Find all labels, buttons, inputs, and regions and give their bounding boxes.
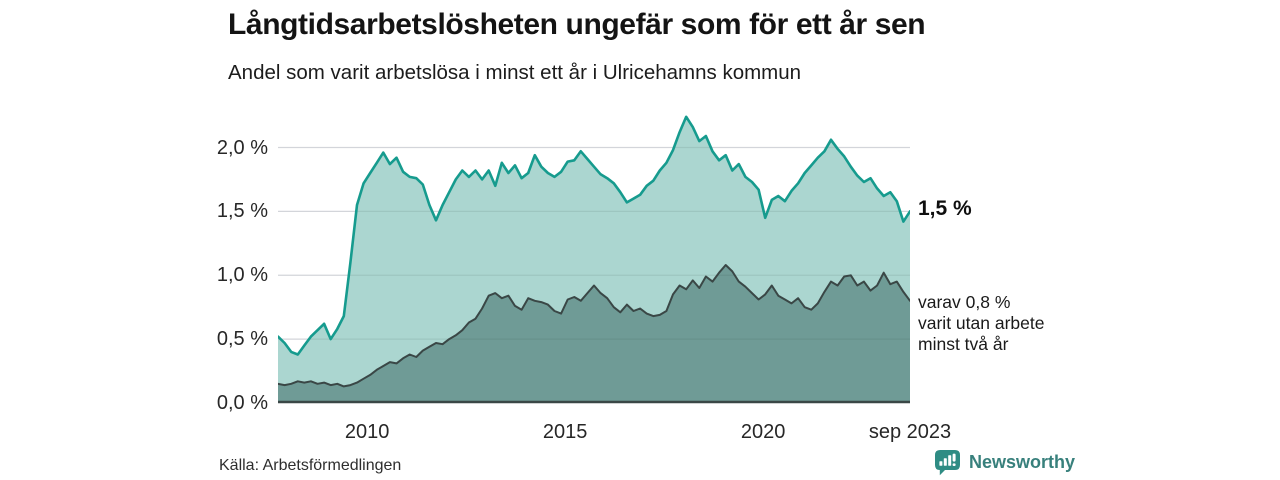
x-axis-label: 2015	[542, 421, 588, 443]
annotation-line: varav 0,8 %	[918, 292, 1011, 312]
annotation-line: varit utan arbete	[918, 313, 1045, 333]
x-axis-label: sep 2023	[868, 421, 952, 443]
secondary-series-annotation: varav 0,8 % varit utan arbete minst två …	[918, 292, 1044, 355]
newsworthy-logo-text: Newsworthy	[969, 452, 1076, 472]
newsworthy-logo: Newsworthy	[934, 449, 1075, 476]
newsworthy-logo-icon	[935, 450, 960, 476]
page-subtitle: Andel som varit arbetslösa i minst ett å…	[228, 61, 802, 84]
area-chart	[278, 115, 910, 404]
y-axis-label: 0,5 %	[216, 328, 268, 351]
source-note: Källa: Arbetsförmedlingen	[219, 457, 402, 474]
annotation-line: minst två år	[918, 334, 1009, 354]
x-axis-label: 2010	[344, 421, 390, 443]
y-axis-label: 1,5 %	[216, 200, 268, 223]
y-axis-label: 0,0 %	[216, 392, 268, 414]
y-axis-label: 2,0 %	[216, 136, 268, 159]
x-axis-label: 2020	[740, 421, 786, 443]
y-axis-label: 1,0 %	[216, 264, 268, 287]
latest-value-annotation: 1,5 %	[918, 197, 972, 220]
page-title: Långtidsarbetslösheten ungefär som för e…	[228, 8, 926, 41]
